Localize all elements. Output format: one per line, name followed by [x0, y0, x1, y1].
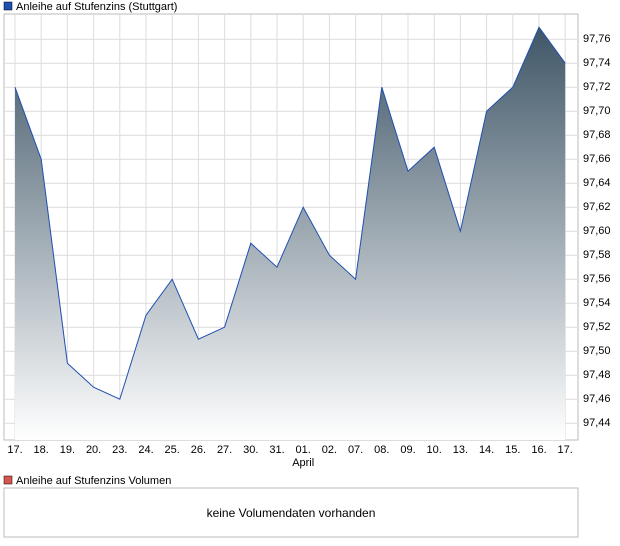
x-tick-label: 25. — [165, 444, 180, 456]
x-tick-label: 30. — [243, 444, 258, 456]
y-tick-label: 97,72 — [583, 81, 611, 93]
legend-label: Anleihe auf Stufenzins Volumen — [16, 475, 171, 487]
area — [15, 27, 566, 440]
x-tick-label: 31. — [269, 444, 284, 456]
volume-message: keine Volumendaten vorhanden — [207, 506, 376, 520]
x-tick-label: 09. — [400, 444, 415, 456]
y-tick-label: 97,46 — [583, 393, 611, 405]
x-tick-label: 08. — [374, 444, 389, 456]
y-tick-label: 97,66 — [583, 153, 611, 165]
x-tick-label: 20. — [86, 444, 101, 456]
x-tick-label: 10. — [427, 444, 442, 456]
y-tick-label: 97,70 — [583, 105, 611, 117]
y-tick-label: 97,60 — [583, 225, 611, 237]
x-tick-label: 07. — [348, 444, 363, 456]
y-tick-label: 97,50 — [583, 345, 611, 357]
x-tick-label: 02. — [322, 444, 337, 456]
x-tick-label: 15. — [505, 444, 520, 456]
y-tick-label: 97,44 — [583, 417, 611, 429]
y-tick-label: 97,76 — [583, 33, 611, 45]
x-tick-label: 26. — [191, 444, 206, 456]
x-tick-label: 13. — [453, 444, 468, 456]
x-annotation: April — [292, 457, 314, 469]
x-tick-label: 19. — [60, 444, 75, 456]
volume-frame — [3, 487, 579, 538]
legend-label: Anleihe auf Stufenzins (Stuttgart) — [16, 1, 177, 13]
legend-swatch — [3, 475, 13, 485]
y-tick-label: 97,54 — [583, 297, 611, 309]
legend-swatch — [3, 1, 13, 11]
y-tick-label: 97,64 — [583, 177, 611, 189]
y-tick-label: 97,68 — [583, 129, 611, 141]
x-tick-label: 23. — [112, 444, 127, 456]
y-tick-label: 97,52 — [583, 321, 611, 333]
line — [14, 26, 566, 400]
y-tick-label: 97,48 — [583, 369, 611, 381]
x-tick-label: 14. — [479, 444, 494, 456]
y-tick-label: 97,56 — [583, 273, 611, 285]
x-tick-label: 16. — [531, 444, 546, 456]
x-tick-label: 17. — [7, 444, 22, 456]
x-tick-label: 01. — [296, 444, 311, 456]
x-tick-label: 18. — [34, 444, 49, 456]
x-tick-label: 17. — [558, 444, 573, 456]
y-tick-label: 97,62 — [583, 201, 611, 213]
y-tick-label: 97,74 — [583, 57, 611, 69]
x-tick-label: 27. — [217, 444, 232, 456]
x-tick-label: 24. — [138, 444, 153, 456]
y-tick-label: 97,58 — [583, 249, 611, 261]
